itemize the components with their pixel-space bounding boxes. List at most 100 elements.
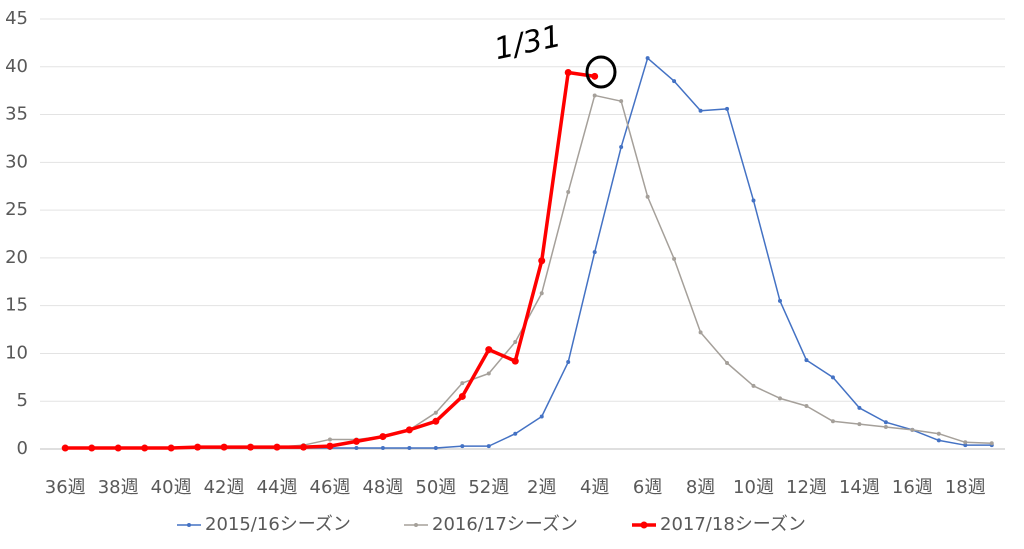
data-point	[645, 56, 650, 61]
x-tick-label: 48週	[362, 477, 403, 498]
x-tick-label: 4週	[580, 477, 609, 498]
x-tick-label: 16週	[892, 477, 933, 498]
x-tick-label: 2週	[527, 477, 556, 498]
series-line	[65, 70, 595, 450]
data-point	[645, 194, 650, 199]
data-point	[910, 427, 915, 432]
y-tick-label: 5	[17, 390, 28, 411]
data-point	[592, 250, 597, 255]
y-tick-label: 10	[5, 342, 28, 363]
data-point	[619, 145, 624, 150]
data-point	[777, 396, 782, 401]
data-point	[963, 443, 968, 448]
data-point	[591, 72, 599, 80]
data-point	[167, 444, 175, 452]
annotation-circle	[585, 55, 617, 89]
y-tick-label: 45	[5, 8, 28, 29]
data-point	[989, 441, 994, 446]
y-tick-label: 40	[5, 56, 28, 77]
data-point	[513, 339, 518, 344]
x-tick-label: 44週	[257, 477, 298, 498]
data-point	[513, 431, 518, 436]
x-tick-label: 8週	[686, 477, 715, 498]
x-tick-label: 36週	[45, 477, 86, 498]
data-point	[407, 446, 412, 451]
x-tick-label: 50週	[415, 477, 456, 498]
data-point	[511, 357, 519, 365]
data-point	[327, 437, 332, 442]
legend-marker	[187, 523, 191, 527]
data-point	[433, 446, 438, 451]
data-point	[405, 426, 413, 434]
data-point	[539, 414, 544, 419]
legend-marker	[414, 523, 418, 527]
legend-label: 2016/17シーズン	[432, 514, 578, 535]
x-tick-label: 38週	[98, 477, 139, 498]
data-point	[751, 383, 756, 388]
data-point	[485, 346, 493, 354]
x-tick-label: 42週	[204, 477, 245, 498]
x-tick-label: 14週	[839, 477, 880, 498]
y-tick-label: 25	[5, 199, 28, 220]
data-point	[380, 446, 385, 451]
data-point	[460, 381, 465, 386]
data-point	[486, 371, 491, 376]
data-point	[857, 422, 862, 427]
data-point	[220, 443, 228, 451]
data-point	[725, 106, 730, 111]
data-point	[352, 437, 360, 445]
data-point	[804, 358, 809, 363]
data-point	[326, 442, 334, 450]
data-point	[698, 108, 703, 113]
y-tick-label: 15	[5, 295, 28, 316]
data-point	[672, 256, 677, 261]
data-point	[539, 291, 544, 296]
y-tick-label: 0	[17, 438, 28, 459]
annotation: 1/31	[491, 19, 564, 67]
series-line	[65, 94, 992, 449]
x-tick-label: 10週	[733, 477, 774, 498]
x-tick-label: 46週	[310, 477, 351, 498]
data-point	[114, 444, 122, 452]
data-point	[592, 93, 597, 98]
x-tick-label: 12週	[786, 477, 827, 498]
x-tick-label: 18週	[945, 477, 986, 498]
data-point	[777, 298, 782, 303]
data-point	[486, 444, 491, 449]
data-point	[379, 433, 387, 441]
plot: 0 5 10 15 20 25 30 35 40 45 36週 38週 40週 42週 44週 46週 48週 5…	[5, 8, 1005, 535]
y-tick-label: 35	[5, 104, 28, 125]
data-point	[883, 420, 888, 425]
data-point	[566, 360, 571, 365]
data-point	[299, 443, 307, 451]
data-point	[460, 444, 465, 449]
data-point	[433, 410, 438, 415]
x-tick-label: 52週	[468, 477, 509, 498]
data-point	[830, 419, 835, 424]
data-point	[804, 404, 809, 408]
data-point	[88, 444, 96, 452]
legend-label: 2015/16シーズン	[205, 514, 351, 535]
data-point	[619, 99, 624, 104]
data-point	[273, 443, 281, 451]
x-tick-label: 6週	[633, 477, 662, 498]
data-point	[672, 79, 677, 84]
data-point	[458, 392, 466, 400]
data-point	[963, 440, 968, 445]
data-point	[432, 417, 440, 425]
data-point	[61, 444, 69, 452]
data-point	[830, 375, 835, 380]
data-point	[698, 330, 703, 335]
data-point	[564, 69, 572, 77]
x-tick-label: 40週	[151, 477, 192, 498]
data-point	[141, 444, 149, 452]
data-point	[247, 443, 255, 451]
data-point	[883, 425, 888, 430]
y-tick-label: 20	[5, 247, 28, 268]
data-point	[194, 443, 202, 451]
data-point	[936, 431, 941, 436]
legend-marker	[640, 521, 648, 529]
series-line	[65, 57, 992, 449]
y-tick-label: 30	[5, 151, 28, 172]
